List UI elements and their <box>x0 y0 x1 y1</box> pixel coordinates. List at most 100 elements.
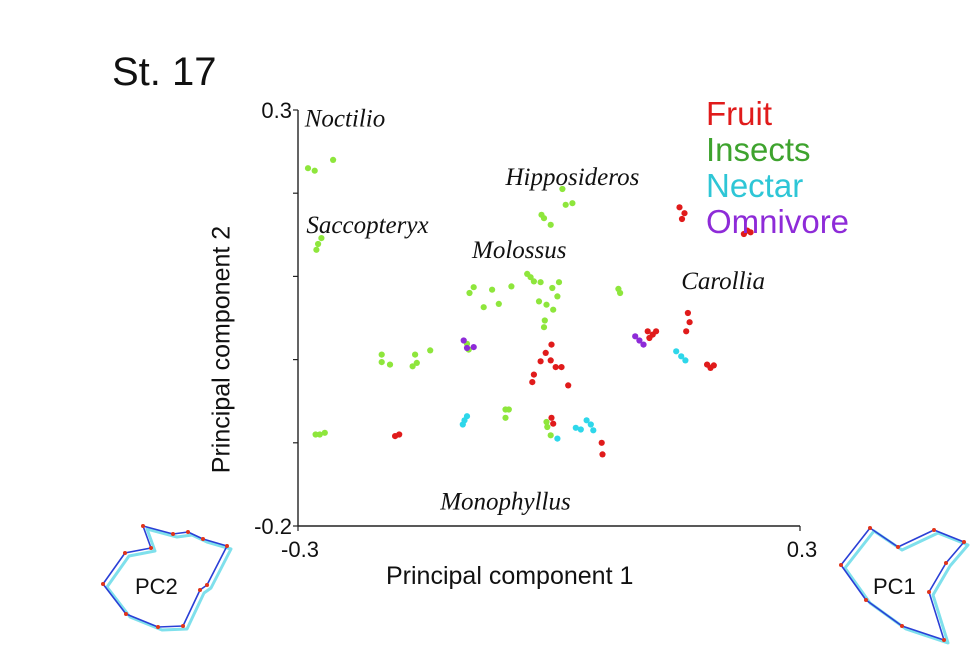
point-fruit <box>653 328 660 335</box>
legend-item-insects: Insects <box>706 131 811 168</box>
landmark-dot <box>896 545 900 549</box>
annotation-noctilio: Noctilio <box>304 106 386 133</box>
point-nectar <box>587 421 594 428</box>
point-fruit <box>537 358 544 365</box>
point-insects <box>378 359 385 366</box>
point-insects <box>540 215 548 222</box>
point-insects <box>543 418 550 426</box>
point-insects <box>311 167 318 174</box>
point-fruit <box>552 364 559 371</box>
point-insects <box>530 278 538 285</box>
point-nectar <box>673 348 680 355</box>
point-fruit <box>558 364 565 371</box>
landmark-dot <box>942 638 946 642</box>
species-annotations: Noctilio Hipposideros Saccopteryx Molossus C… <box>304 106 765 516</box>
point-fruit <box>681 210 688 217</box>
landmark-dot <box>205 583 209 587</box>
landmark-dot <box>962 540 966 544</box>
landmark-dot <box>124 612 128 616</box>
point-insects <box>502 414 509 421</box>
point-insects <box>304 165 312 172</box>
point-omnivore <box>460 337 467 344</box>
point-fruit <box>547 357 554 364</box>
point-insects <box>549 284 556 292</box>
landmark-dot <box>101 582 105 586</box>
landmark-dot <box>927 590 931 594</box>
point-nectar <box>572 424 579 431</box>
point-fruit <box>530 371 538 378</box>
point-fruit <box>599 451 606 458</box>
legend-item-nectar: Nectar <box>706 167 804 204</box>
annotation-saccopteryx: Saccopteryx <box>306 212 428 239</box>
point-fruit <box>548 414 555 421</box>
point-insects <box>330 156 337 163</box>
point-insects <box>412 351 419 358</box>
point-insects <box>559 185 566 193</box>
point-fruit <box>550 420 557 427</box>
pc2-outline-shifted <box>105 527 233 632</box>
annotation-hipposideros: Hipposideros <box>505 164 640 191</box>
landmark-dot <box>839 563 843 567</box>
annotation-molossus: Molossus <box>471 237 566 264</box>
point-insects <box>550 306 557 313</box>
point-insects <box>569 200 576 207</box>
point-insects <box>547 221 554 228</box>
point-fruit <box>686 319 693 326</box>
axes: 0.3 -0.2-0.3 0.3 <box>254 98 817 562</box>
point-insects <box>535 298 543 305</box>
point-fruit <box>678 215 686 223</box>
point-insects <box>508 283 515 290</box>
landmark-dot <box>198 588 202 592</box>
point-insects <box>543 301 550 308</box>
point-insects <box>502 406 509 413</box>
landmark-dot <box>141 524 145 528</box>
point-insects <box>527 274 534 281</box>
legend-item-omnivore: Omnivore <box>706 203 850 240</box>
point-insects <box>315 240 322 248</box>
point-insects <box>554 293 561 300</box>
landmark-dot <box>156 625 160 629</box>
legend-item-fruit: Fruit <box>706 95 772 132</box>
landmark-dot <box>171 532 175 536</box>
y-tick-label: 0.3 <box>261 98 292 123</box>
point-insects <box>547 432 554 439</box>
point-nectar <box>554 435 561 442</box>
point-fruit <box>676 204 683 211</box>
annotation-carollia: Carollia <box>681 268 765 295</box>
landmark-dot <box>868 526 872 530</box>
point-fruit <box>529 379 536 386</box>
pc1-inset-label: PC1 <box>873 574 916 599</box>
x-axis-label: Principal component 1 <box>386 562 634 590</box>
point-insects <box>541 317 548 324</box>
point-insects <box>555 279 563 286</box>
point-fruit <box>683 328 690 335</box>
landmark-dot <box>864 598 868 602</box>
point-fruit <box>598 439 605 446</box>
point-insects <box>540 324 548 331</box>
point-insects <box>427 347 434 354</box>
point-insects <box>313 246 320 253</box>
landmark-dot <box>181 624 185 628</box>
point-nectar <box>590 427 597 434</box>
legend: Fruit Insects Nectar Omnivore <box>706 96 849 240</box>
point-fruit <box>396 431 403 438</box>
point-omnivore <box>470 344 477 351</box>
point-fruit <box>565 382 572 389</box>
pc2-inset-label: PC2 <box>135 574 178 599</box>
figure-title: St. 17 <box>112 50 217 94</box>
y-tick-label: -0.2 <box>254 514 292 539</box>
point-insects <box>312 431 319 438</box>
annotation-monophyllus: Monophyllus <box>439 488 571 515</box>
landmark-dot <box>201 537 205 541</box>
point-insects <box>378 351 385 358</box>
landmark-dot <box>932 528 936 532</box>
point-nectar <box>678 353 685 360</box>
data-points <box>304 156 754 458</box>
point-fruit <box>646 334 653 342</box>
x-tick-label: 0.3 <box>787 537 818 562</box>
point-fruit <box>684 309 692 317</box>
point-nectar <box>583 417 590 424</box>
point-insects <box>544 423 551 431</box>
